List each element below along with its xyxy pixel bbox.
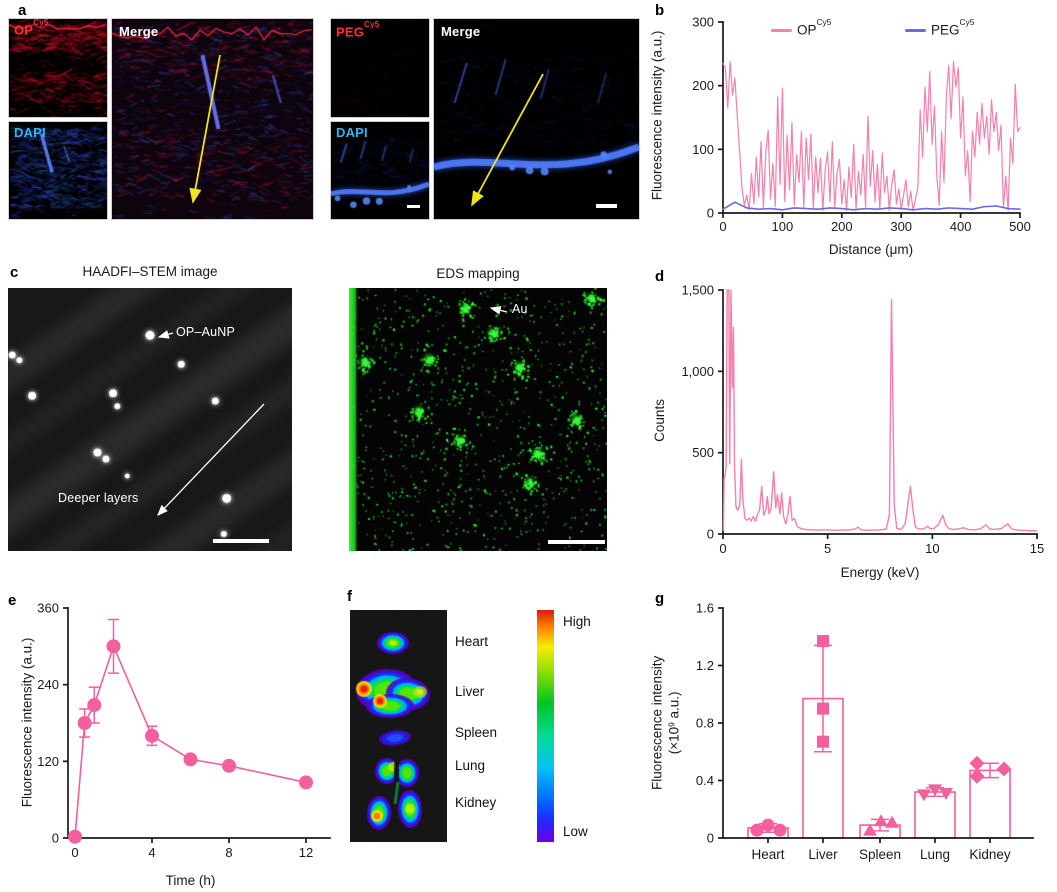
svg-text:10: 10 [925,541,939,556]
haadf-stem-image [8,288,292,551]
svg-text:15: 15 [1030,541,1044,556]
organ-fluorescence-image [350,610,447,842]
scale-bar [596,204,617,208]
merge-right-image-tile [433,18,640,220]
panel-letter-a: a [18,2,27,19]
svg-text:300: 300 [692,15,714,30]
svg-text:0: 0 [707,206,714,221]
svg-text:500: 500 [1009,219,1031,234]
dapi-left-image [9,122,107,219]
svg-text:Lung: Lung [920,847,950,862]
svg-text:12: 12 [299,845,313,860]
au-label: Au [512,302,528,316]
organ-label-spleen: Spleen [455,725,498,740]
svg-text:400: 400 [950,219,972,234]
merge-right-label: Merge [441,24,481,39]
eds-title: EDS mapping [436,266,520,281]
svg-text:1.6: 1.6 [696,601,714,616]
legend-op-label: OPCy5 [797,17,832,38]
svg-text:0.8: 0.8 [696,716,714,731]
merge-left-label: Merge [119,24,159,39]
legend-peg-swatch [905,29,926,32]
panel-letter-f: f [347,588,352,605]
deeper-layers-label: Deeper layers [58,491,139,505]
svg-text:360: 360 [37,601,59,616]
svg-text:1.2: 1.2 [696,658,714,673]
peg-cy5-image [331,19,429,117]
panel-letter-g: g [655,590,665,607]
chart-g-y-axis-label: Fluorescence intensity (×109 a.u.) [649,655,682,790]
svg-text:Heart: Heart [751,847,784,862]
svg-text:1,000: 1,000 [681,364,714,379]
dapi-right-label: DAPI [336,125,368,140]
legend-peg-label: PEGCy5 [931,17,975,38]
chart-b-x-axis-label: Distance (μm) [828,242,914,257]
panel-letter-d: d [655,268,665,285]
chart-b-fluorescence-distance: 0 100 200 300 0 100 200 300 400 500 [692,15,1031,235]
merge-left-image [112,19,313,219]
chart-e-y-axis-label: Fluorescence intensity (a.u.) [19,637,35,808]
dapi-right-image-tile [330,121,430,220]
svg-text:500: 500 [692,445,714,460]
svg-text:5: 5 [824,541,831,556]
organ-label-liver: Liver [455,684,485,699]
op-cy5-image-tile [8,18,108,118]
intensity-colorbar [537,610,554,842]
merge-left-image-tile [111,18,314,220]
svg-text:Spleen: Spleen [859,847,901,862]
op-aunp-label: OP–AuNP [176,325,236,339]
svg-text:0: 0 [707,527,714,542]
svg-text:4: 4 [148,845,155,860]
eds-mapping-image [349,288,607,551]
merge-right-image [434,19,639,219]
svg-text:240: 240 [37,677,59,692]
chart-b-y-axis-label: Fluorescence intensity (a.u.) [649,30,665,200]
svg-text:0: 0 [719,541,726,556]
scale-bar [407,205,420,208]
op-cy5-image [9,19,107,117]
svg-text:200: 200 [692,78,714,93]
legend-op-swatch [771,29,792,32]
organ-label-kidney: Kidney [455,795,497,810]
svg-text:1,500: 1,500 [681,283,714,298]
stem-title: HAADFI–STEM image [82,264,218,279]
chart-d-x-axis-label: Energy (keV) [840,565,920,580]
peg-cy5-label: PEGCy5 [336,20,380,40]
scale-bar [548,540,605,544]
svg-text:0.4: 0.4 [696,773,714,788]
chart-d-eds-spectrum: 0 500 1,000 1,500 0 5 10 15 [681,283,1044,557]
panel-letter-b: b [655,2,665,19]
dapi-left-image-tile [8,121,108,220]
panel-letter-e: e [8,592,17,609]
panel-letter-c: c [10,264,19,281]
svg-text:300: 300 [890,219,912,234]
colorbar-low-label: Low [563,824,588,839]
colorbar-high-label: High [563,614,591,629]
peg-cy5-image-tile [330,18,430,118]
organ-label-heart: Heart [455,634,489,649]
scale-bar [213,539,269,543]
dapi-left-label: DAPI [14,125,46,140]
chart-e-time-course: 0 120 240 360 0 4 8 12 [37,601,331,860]
svg-text:Liver: Liver [808,847,838,862]
op-cy5-label: OPCy5 [14,18,49,38]
dapi-right-image [331,122,429,219]
chart-e-x-axis-label: Time (h) [165,873,216,888]
svg-text:8: 8 [225,845,232,860]
svg-text:Kidney: Kidney [969,847,1011,862]
svg-text:100: 100 [772,219,794,234]
svg-text:0: 0 [707,831,714,846]
svg-text:120: 120 [37,754,59,769]
organ-label-lung: Lung [455,758,486,773]
svg-text:100: 100 [692,142,714,157]
svg-text:0: 0 [71,845,78,860]
svg-text:200: 200 [831,219,853,234]
svg-text:0: 0 [52,831,59,846]
chart-g-biodistribution: 0 0.4 0.8 1.2 1.6 Heart Liver Spleen Lung Kidney [696,601,1034,862]
svg-text:0: 0 [719,219,726,234]
chart-d-y-axis-label: Counts [651,398,667,442]
